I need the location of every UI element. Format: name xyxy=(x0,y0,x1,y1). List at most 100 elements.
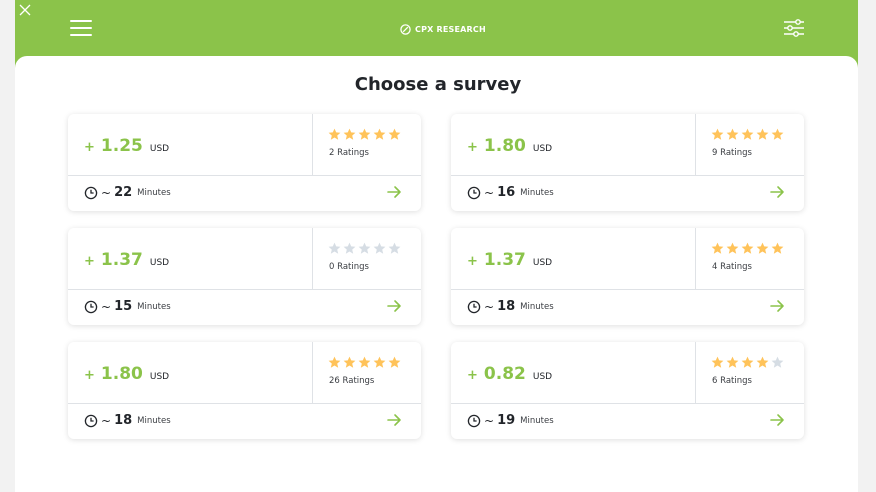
reward-amount: 1.80 xyxy=(483,136,526,156)
close-icon[interactable] xyxy=(18,2,34,18)
arrow-right-icon[interactable] xyxy=(769,184,785,200)
star-icon xyxy=(726,356,739,368)
star-icon xyxy=(343,356,356,368)
star-icon xyxy=(741,356,754,368)
survey-card[interactable]: + 1.37 USD 4 Ratings ~ 18 Minutes xyxy=(451,228,804,325)
arrow-right-icon[interactable] xyxy=(386,184,402,200)
plus-icon: + xyxy=(467,368,478,383)
plus-icon: + xyxy=(84,140,95,155)
reward-currency: USD xyxy=(149,372,170,382)
survey-card[interactable]: + 0.82 USD 6 Ratings ~ 19 Minutes xyxy=(451,342,804,439)
arrow-right-icon[interactable] xyxy=(769,298,785,314)
reward: + 1.25 USD xyxy=(84,136,169,156)
star-icon xyxy=(771,242,784,254)
star-icon xyxy=(726,128,739,140)
plus-icon: + xyxy=(84,368,95,383)
reward-currency: USD xyxy=(532,144,553,154)
approx-sign: ~ xyxy=(101,185,112,200)
card-divider xyxy=(695,114,696,176)
survey-card-top xyxy=(451,342,804,404)
star-icon xyxy=(756,356,769,368)
star-icon xyxy=(756,242,769,254)
ratings-count: 9 Ratings xyxy=(712,148,752,158)
ratings-count: 2 Ratings xyxy=(329,148,369,158)
survey-card-top xyxy=(451,228,804,290)
duration-minutes: 22 xyxy=(114,185,133,200)
star-rating xyxy=(711,356,784,369)
reward-currency: USD xyxy=(149,258,170,268)
star-icon xyxy=(358,242,371,254)
duration-unit: Minutes xyxy=(137,187,171,198)
duration-minutes: 15 xyxy=(114,299,133,314)
survey-duration: ~ 18 Minutes xyxy=(84,413,171,428)
brand-name: CPX RESEARCH xyxy=(415,24,486,34)
page-title: Choose a survey xyxy=(354,74,522,95)
survey-card-top xyxy=(68,228,421,290)
reward-amount: 1.25 xyxy=(100,136,143,156)
star-icon xyxy=(771,128,784,140)
filter-sliders-icon[interactable] xyxy=(783,19,805,37)
duration-minutes: 16 xyxy=(497,185,516,200)
reward-amount: 0.82 xyxy=(483,364,526,384)
reward-currency: USD xyxy=(532,258,553,268)
approx-sign: ~ xyxy=(484,185,495,200)
survey-duration: ~ 16 Minutes xyxy=(467,185,554,200)
duration-unit: Minutes xyxy=(137,415,171,426)
reward: + 0.82 USD xyxy=(467,364,552,384)
star-icon xyxy=(711,356,724,368)
star-icon xyxy=(343,242,356,254)
ratings-count: 26 Ratings xyxy=(329,376,375,386)
survey-card[interactable]: + 1.80 USD 26 Ratings ~ 18 Minutes xyxy=(68,342,421,439)
star-rating xyxy=(328,128,401,141)
star-rating xyxy=(328,356,401,369)
survey-card-top xyxy=(451,114,804,176)
survey-duration: ~ 18 Minutes xyxy=(467,299,554,314)
ratings-count: 0 Ratings xyxy=(329,262,369,272)
arrow-right-icon[interactable] xyxy=(386,412,402,428)
reward-amount: 1.80 xyxy=(100,364,143,384)
reward-amount: 1.37 xyxy=(100,250,143,270)
survey-card[interactable]: + 1.37 USD 0 Ratings ~ 15 Minutes xyxy=(68,228,421,325)
reward-currency: USD xyxy=(149,144,170,154)
star-icon xyxy=(328,128,341,140)
clock-icon xyxy=(467,414,481,427)
survey-card[interactable]: + 1.80 USD 9 Ratings ~ 16 Minutes xyxy=(451,114,804,211)
ratings-count: 4 Ratings xyxy=(712,262,752,272)
reward: + 1.37 USD xyxy=(84,250,169,270)
star-rating xyxy=(711,242,784,255)
star-icon xyxy=(726,242,739,254)
clock-icon xyxy=(84,414,98,427)
star-icon xyxy=(388,356,401,368)
arrow-right-icon[interactable] xyxy=(769,412,785,428)
star-icon xyxy=(373,242,386,254)
star-icon xyxy=(756,128,769,140)
star-icon xyxy=(388,128,401,140)
approx-sign: ~ xyxy=(101,299,112,314)
card-divider xyxy=(312,114,313,176)
star-icon xyxy=(711,242,724,254)
reward-currency: USD xyxy=(532,372,553,382)
clock-icon xyxy=(467,186,481,199)
star-icon xyxy=(343,128,356,140)
arrow-right-icon[interactable] xyxy=(386,298,402,314)
plus-icon: + xyxy=(467,254,478,269)
star-icon xyxy=(373,356,386,368)
survey-card-top xyxy=(68,342,421,404)
star-icon xyxy=(711,128,724,140)
star-icon xyxy=(373,128,386,140)
duration-unit: Minutes xyxy=(137,301,171,312)
reward-amount: 1.37 xyxy=(483,250,526,270)
star-icon xyxy=(328,356,341,368)
reward: + 1.37 USD xyxy=(467,250,552,270)
duration-minutes: 19 xyxy=(497,413,516,428)
duration-minutes: 18 xyxy=(114,413,133,428)
reward: + 1.80 USD xyxy=(467,136,552,156)
star-icon xyxy=(771,356,784,368)
hamburger-menu-icon[interactable] xyxy=(70,20,92,38)
survey-card-top xyxy=(68,114,421,176)
survey-card[interactable]: + 1.25 USD 2 Ratings ~ 22 Minutes xyxy=(68,114,421,211)
star-rating xyxy=(328,242,401,255)
reward: + 1.80 USD xyxy=(84,364,169,384)
survey-duration: ~ 15 Minutes xyxy=(84,299,171,314)
